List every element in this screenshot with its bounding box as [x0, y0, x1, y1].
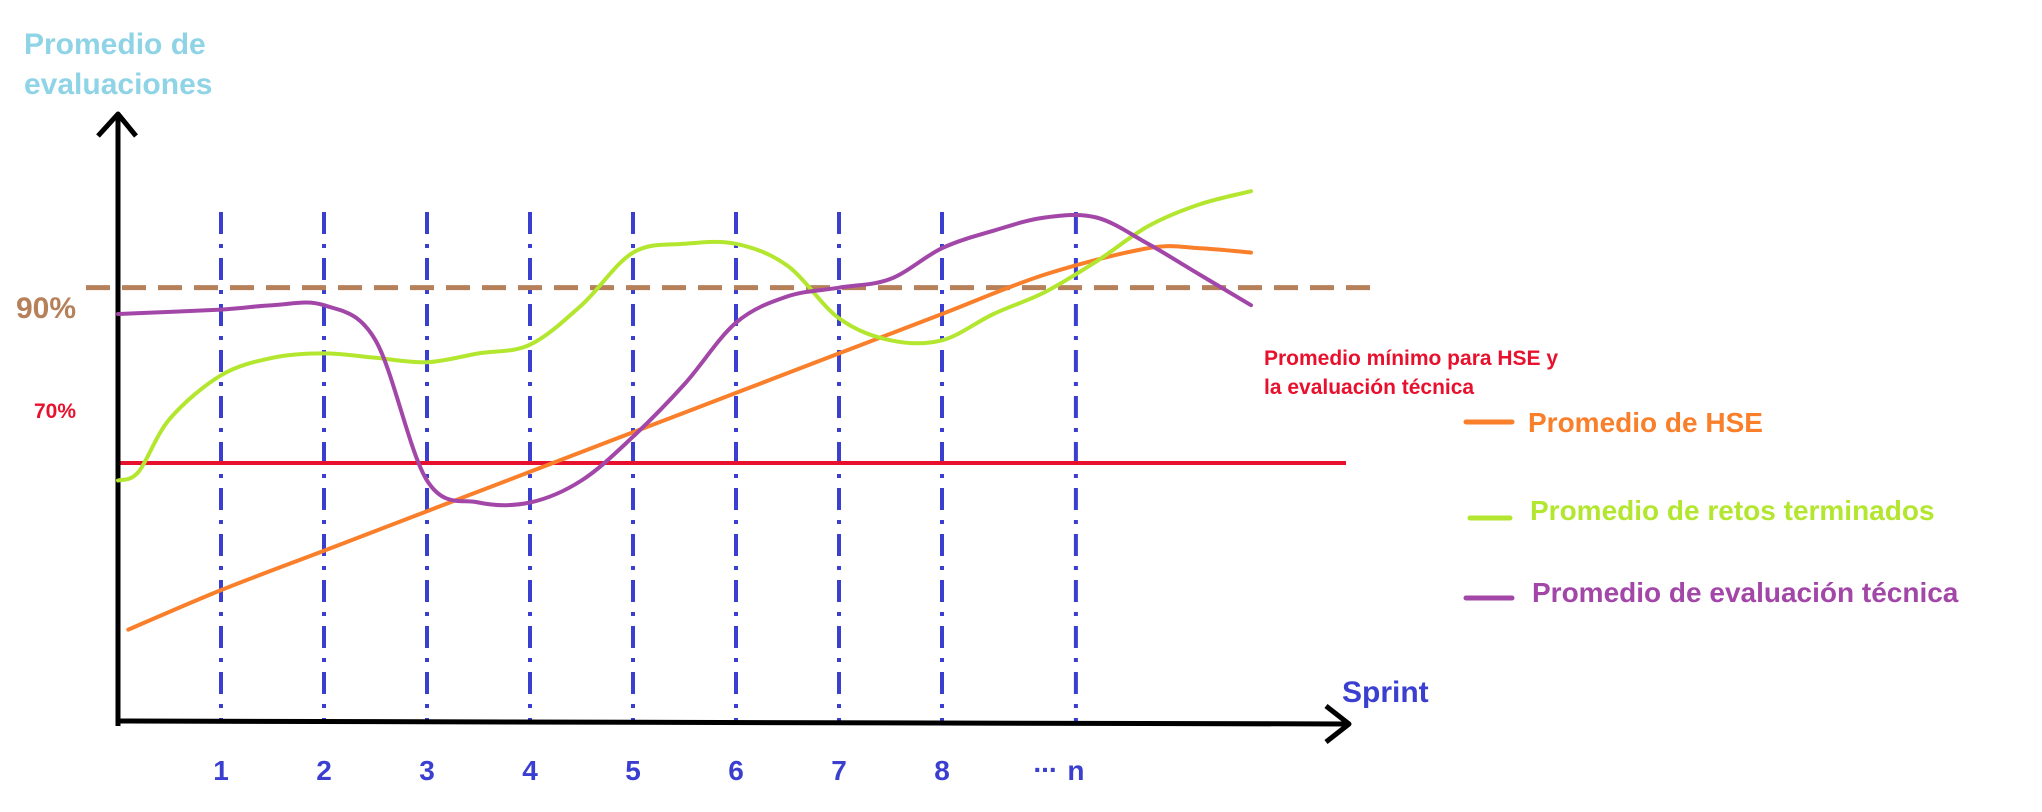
annotation-line-1: Promedio mínimo para HSE y — [1264, 347, 1558, 370]
x-axis — [115, 718, 1349, 727]
legend-item-evaluacion: Promedio de evaluación técnica — [1463, 577, 1959, 608]
x-axis-arrow — [1324, 704, 1352, 744]
legend-item-retos: Promedio de retos terminados — [1467, 495, 1935, 526]
series-line-evaluacion — [116, 212, 1253, 508]
y-axis-label-line-2: evaluaciones — [24, 68, 212, 101]
x-tick-label: 2 — [316, 755, 332, 786]
x-tick-label: 4 — [522, 755, 538, 786]
y-axis-label-line-1: Promedio de — [24, 28, 206, 61]
legend-label-evaluacion: Promedio de evaluación técnica — [1532, 577, 1959, 608]
x-tick-label: 1 — [213, 755, 229, 786]
x-tick-label: 6 — [728, 755, 744, 786]
y-axis-arrow — [96, 111, 138, 138]
legend-item-hse: Promedio de HSE — [1463, 407, 1763, 438]
x-axis-label: Sprint — [1342, 676, 1429, 709]
x-tick-labels: 1 2 3 4 5 6 7 8... n — [213, 747, 1084, 786]
series-line-hse — [126, 244, 1253, 632]
x-tick-label: 3 — [419, 755, 435, 786]
x-tick-label: 8 — [934, 755, 950, 786]
series-line-retos — [116, 189, 1253, 483]
reference-label-70: 70% — [34, 400, 76, 423]
x-tick-label: n — [1067, 755, 1084, 786]
legend: Promedio de HSE Promedio de retos termin… — [1463, 407, 1959, 608]
legend-label-retos: Promedio de retos terminados — [1530, 495, 1935, 526]
annotation-line-2: la evaluación técnica — [1264, 376, 1474, 399]
x-tick-label: 5 — [625, 755, 641, 786]
axes — [96, 111, 1352, 744]
series-layer — [116, 189, 1253, 632]
x-tick-label: ... — [1033, 747, 1056, 778]
x-tick-label: 7 — [831, 755, 847, 786]
reference-lines — [86, 285, 1372, 465]
legend-label-hse: Promedio de HSE — [1528, 407, 1763, 438]
vertical-grid-lines — [219, 212, 1078, 722]
reference-label-90: 90% — [16, 292, 76, 325]
